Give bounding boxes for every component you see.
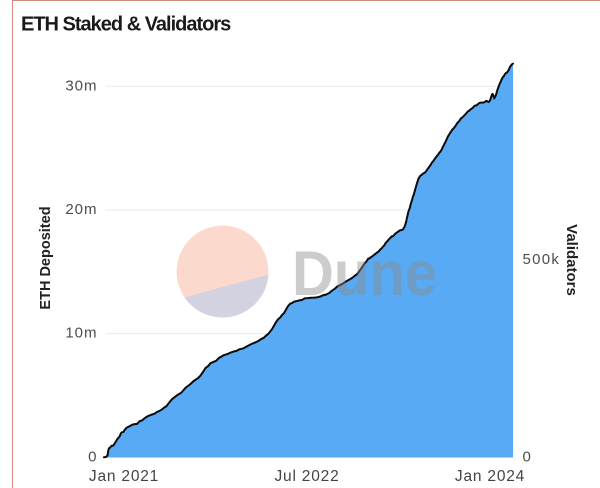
svg-text:20m: 20m bbox=[65, 201, 97, 218]
svg-text:0: 0 bbox=[88, 449, 97, 466]
svg-text:Validators: Validators bbox=[563, 224, 580, 296]
svg-text:Dune: Dune bbox=[292, 239, 437, 309]
svg-text:Jan 2024: Jan 2024 bbox=[455, 468, 525, 485]
svg-text:ETH Staked & Validators: ETH Staked & Validators bbox=[21, 14, 231, 36]
svg-text:10m: 10m bbox=[65, 325, 97, 342]
svg-text:Jan 2021: Jan 2021 bbox=[89, 468, 159, 485]
svg-text:30m: 30m bbox=[65, 77, 97, 94]
svg-text:0: 0 bbox=[523, 449, 533, 466]
svg-text:500k: 500k bbox=[523, 251, 561, 268]
svg-text:ETH Deposited: ETH Deposited bbox=[38, 206, 54, 309]
svg-text:Jul 2022: Jul 2022 bbox=[274, 468, 339, 485]
